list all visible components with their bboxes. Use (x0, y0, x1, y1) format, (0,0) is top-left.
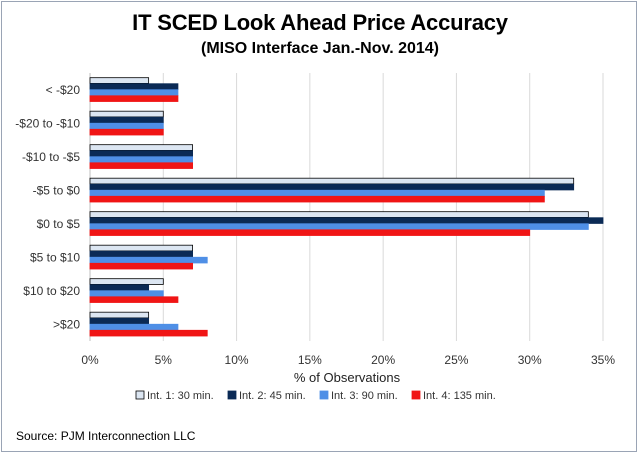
bars (89, 77, 604, 337)
x-tick-label: 20% (371, 353, 395, 367)
bar (89, 77, 150, 84)
x-tick-label: 5% (155, 353, 173, 367)
x-tick-label: 15% (298, 353, 322, 367)
bar (89, 317, 150, 325)
bar (89, 250, 193, 258)
bar-chart: < -$20 -$20 to -$10 -$10 to -$5 -$5 to $0 $0… (15, 73, 615, 402)
bar (89, 156, 193, 163)
category-labels: < -$20 -$20 to -$10 -$10 to -$5 -$5 to $0 $0… (15, 83, 80, 332)
bar (89, 195, 545, 203)
x-tick-label: 25% (444, 353, 468, 367)
x-tick-label: 0% (81, 353, 99, 367)
bar (89, 262, 193, 270)
legend-label: Int. 3: 90 min. (331, 390, 398, 402)
bar (89, 311, 150, 319)
bar (89, 162, 193, 169)
bar (89, 177, 575, 185)
x-tick-label: 35% (591, 353, 615, 367)
legend-label: Int. 1: 30 min. (147, 390, 214, 402)
category-label: $5 to $10 (30, 250, 80, 264)
legend-swatch (135, 390, 145, 400)
legend: Int. 1: 30 min. Int. 2: 45 min. Int. 3: 90… (135, 390, 496, 402)
bar (89, 323, 179, 331)
bar (89, 83, 179, 90)
category-label: >$20 (53, 317, 80, 331)
legend-swatch (411, 390, 421, 400)
bar (89, 89, 179, 96)
bar (89, 229, 531, 236)
source-note: Source: PJM Interconnection LLC (16, 429, 196, 443)
legend-label: Int. 4: 135 min. (423, 390, 496, 402)
bar (89, 211, 589, 218)
bar (89, 290, 164, 297)
x-axis-label: % of Observations (294, 370, 401, 385)
bar (89, 150, 193, 157)
bar (89, 217, 604, 224)
bar (89, 144, 193, 151)
category-label: -$10 to -$5 (22, 150, 80, 164)
bar (89, 278, 164, 285)
bar (89, 128, 164, 136)
x-tick-label: 30% (518, 353, 542, 367)
bar (89, 223, 589, 230)
legend-label: Int. 2: 45 min. (239, 390, 306, 402)
legend-swatch (227, 390, 237, 400)
bar (89, 256, 208, 264)
legend-swatch (319, 390, 329, 400)
bar (89, 244, 193, 252)
category-label: $10 to $20 (23, 284, 80, 298)
chart-subtitle: (MISO Interface Jan.-Nov. 2014) (201, 40, 439, 57)
x-tick-label: 10% (225, 353, 249, 367)
bar (89, 95, 179, 102)
category-label: $0 to $5 (37, 217, 81, 231)
bar (89, 183, 575, 191)
chart-title: IT SCED Look Ahead Price Accuracy (132, 10, 508, 35)
bar (89, 296, 179, 303)
bar (89, 329, 208, 337)
category-label: -$20 to -$10 (15, 116, 80, 130)
category-label: -$5 to $0 (33, 183, 81, 197)
bar (89, 110, 164, 118)
bar (89, 284, 150, 291)
x-tick-labels: 0% 5% 10% 15% 20% 25% 30% 35% (81, 353, 615, 367)
bar (89, 122, 164, 130)
bar (89, 116, 164, 124)
category-label: < -$20 (46, 83, 81, 97)
bar (89, 189, 545, 197)
